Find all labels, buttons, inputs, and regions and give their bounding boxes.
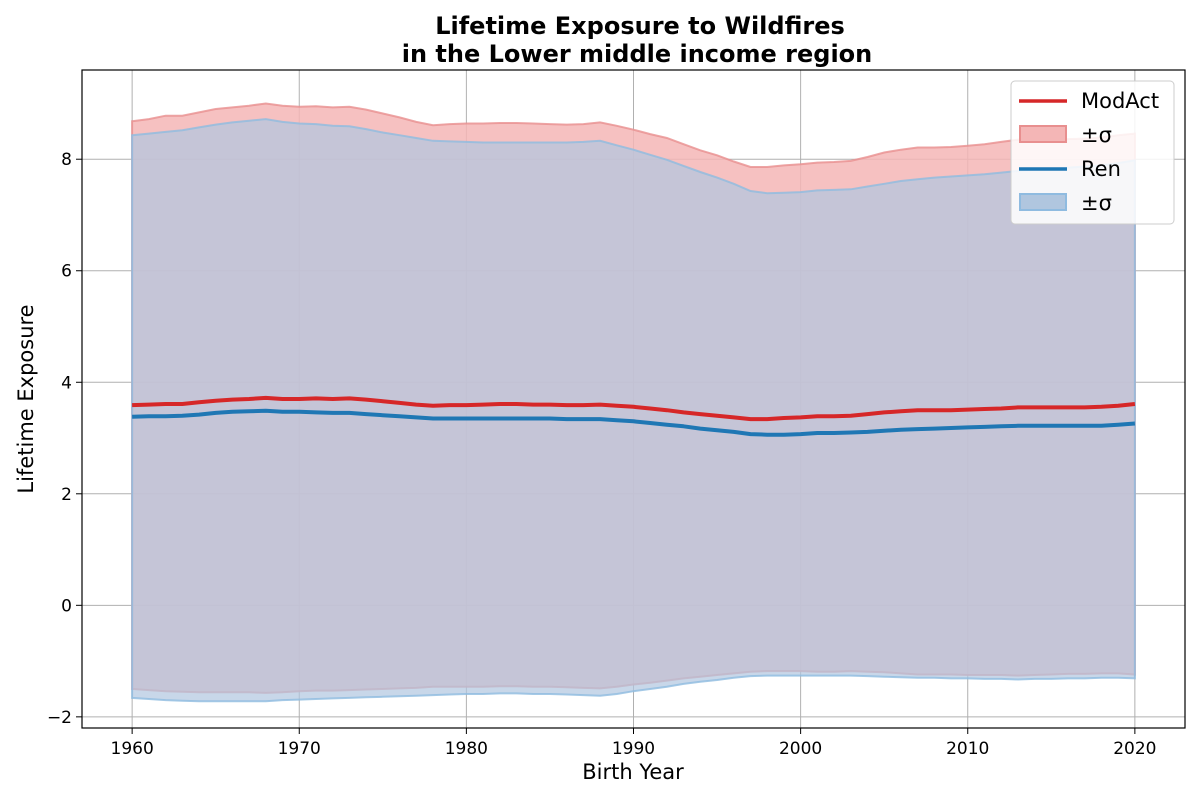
band-ren (131, 118, 1136, 703)
legend-swatch-ren-band (1019, 193, 1067, 211)
legend-swatch-modact-band (1019, 125, 1067, 143)
y-axis-label: Lifetime Exposure (14, 304, 38, 493)
line-ren (132, 408, 1136, 437)
x-tick-label-1980: 1980 (445, 739, 488, 759)
x-tick-label-1990: 1990 (612, 739, 655, 759)
mean-lines (132, 395, 1136, 437)
x-tick-label-2000: 2000 (779, 739, 822, 759)
legend-label-modact-band: ±σ (1081, 123, 1112, 147)
y-tick-label-6: 6 (61, 262, 72, 282)
x-tick-label-2010: 2010 (946, 739, 989, 759)
legend-label-ren: Ren (1081, 157, 1121, 181)
legend: ModAct ±σ Ren ±σ (1010, 80, 1175, 225)
legend-label-ren-band: ±σ (1081, 191, 1112, 215)
x-axis-ticks: 1960 1970 1980 1990 2000 2010 2020 (111, 728, 1156, 759)
x-tick-label-1960: 1960 (111, 739, 154, 759)
chart-title-line-1: Lifetime Exposure to Wildfires (435, 12, 845, 40)
x-tick-label-2020: 2020 (1113, 739, 1156, 759)
chart-title-line-2: in the Lower middle income region (402, 40, 873, 68)
error-bands (131, 102, 1136, 703)
y-tick-label-8: 8 (61, 150, 72, 170)
y-tick-label-0: 0 (61, 596, 72, 616)
x-axis-label: Birth Year (582, 760, 684, 784)
line-modact (132, 395, 1136, 422)
x-tick-label-1970: 1970 (278, 739, 321, 759)
legend-box (1010, 80, 1175, 225)
y-axis-ticks: −2 0 2 4 6 8 (47, 150, 82, 728)
y-tick-label-2: 2 (61, 485, 72, 505)
legend-label-modact: ModAct (1081, 89, 1159, 113)
y-tick-label--2: −2 (47, 708, 72, 728)
y-tick-label-4: 4 (61, 373, 72, 393)
